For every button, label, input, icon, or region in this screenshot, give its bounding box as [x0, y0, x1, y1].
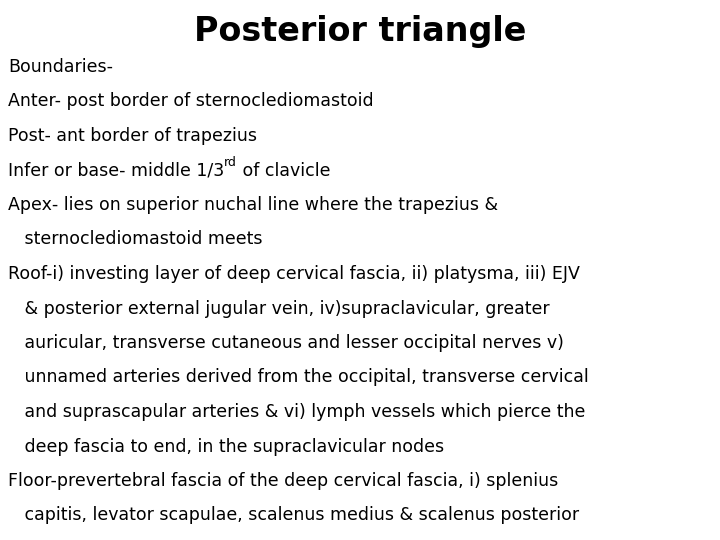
Text: and suprascapular arteries & vi) lymph vessels which pierce the: and suprascapular arteries & vi) lymph v… — [8, 403, 585, 421]
Text: Roof-i) investing layer of deep cervical fascia, ii) platysma, iii) EJV: Roof-i) investing layer of deep cervical… — [8, 265, 580, 283]
Text: auricular, transverse cutaneous and lesser occipital nerves v): auricular, transverse cutaneous and less… — [8, 334, 564, 352]
Text: sternoclediomastoid meets: sternoclediomastoid meets — [8, 231, 263, 248]
Text: Posterior triangle: Posterior triangle — [194, 15, 526, 48]
Text: rd: rd — [224, 157, 237, 170]
Text: Floor-prevertebral fascia of the deep cervical fascia, i) splenius: Floor-prevertebral fascia of the deep ce… — [8, 472, 558, 490]
Text: unnamed arteries derived from the occipital, transverse cervical: unnamed arteries derived from the occipi… — [8, 368, 589, 387]
Text: Anter- post border of sternoclediomastoid: Anter- post border of sternoclediomastoi… — [8, 92, 374, 111]
Text: & posterior external jugular vein, iv)supraclavicular, greater: & posterior external jugular vein, iv)su… — [8, 300, 549, 318]
Text: Infer or base- middle 1/3: Infer or base- middle 1/3 — [8, 161, 224, 179]
Text: Boundaries-: Boundaries- — [8, 58, 113, 76]
Text: of clavicle: of clavicle — [237, 161, 330, 179]
Text: deep fascia to end, in the supraclavicular nodes: deep fascia to end, in the supraclavicul… — [8, 437, 444, 456]
Text: capitis, levator scapulae, scalenus medius & scalenus posterior: capitis, levator scapulae, scalenus medi… — [8, 507, 579, 524]
Text: Apex- lies on superior nuchal line where the trapezius &: Apex- lies on superior nuchal line where… — [8, 196, 498, 214]
Text: Post- ant border of trapezius: Post- ant border of trapezius — [8, 127, 257, 145]
